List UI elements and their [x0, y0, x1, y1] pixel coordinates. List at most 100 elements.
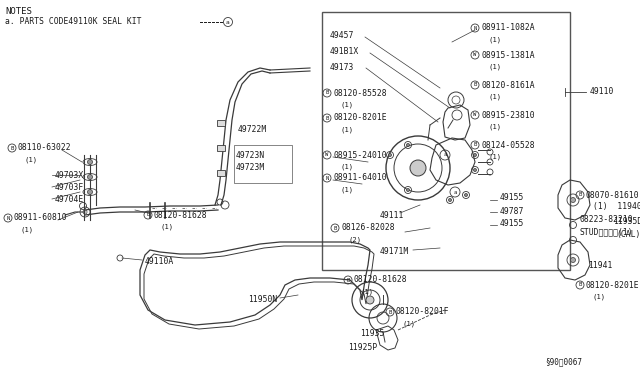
Text: a: a: [226, 19, 230, 25]
Circle shape: [388, 154, 392, 157]
Text: B: B: [325, 90, 328, 96]
Text: (1)  11940: (1) 11940: [593, 202, 640, 212]
Text: (1): (1): [488, 154, 501, 160]
Text: 49787: 49787: [500, 206, 524, 215]
Circle shape: [88, 160, 93, 164]
Text: 11941: 11941: [588, 260, 612, 269]
Text: (1): (1): [340, 187, 353, 193]
Text: 08120-85528: 08120-85528: [333, 89, 387, 97]
Text: 49457: 49457: [330, 32, 355, 41]
Text: 08911-60810: 08911-60810: [14, 214, 68, 222]
Text: (1): (1): [340, 164, 353, 170]
Bar: [234, 145, 292, 183]
Text: 08120-8201E: 08120-8201E: [333, 113, 387, 122]
Text: B: B: [474, 83, 477, 87]
Text: 11950N: 11950N: [248, 295, 277, 305]
Text: (1): (1): [593, 294, 606, 300]
Text: 08911-64010: 08911-64010: [333, 173, 387, 183]
Text: 49110: 49110: [590, 87, 614, 96]
Text: 08120-81628: 08120-81628: [354, 276, 408, 285]
Text: NOTES: NOTES: [5, 7, 32, 16]
Text: 08915-24010: 08915-24010: [333, 151, 387, 160]
Text: B: B: [10, 145, 13, 151]
Text: (1): (1): [488, 94, 501, 100]
Text: 08915-23810: 08915-23810: [481, 110, 534, 119]
Text: B: B: [579, 282, 582, 288]
Text: (1): (1): [21, 227, 34, 233]
Text: (1): (1): [403, 321, 416, 327]
Circle shape: [88, 174, 93, 180]
Circle shape: [406, 144, 410, 147]
Text: 49171M: 49171M: [380, 247, 409, 257]
Text: 08110-63022: 08110-63022: [18, 144, 72, 153]
Text: B: B: [147, 212, 150, 218]
Circle shape: [570, 198, 575, 202]
Text: 11935: 11935: [360, 328, 385, 337]
Text: 08223-82210: 08223-82210: [580, 215, 634, 224]
Text: (1): (1): [340, 102, 353, 108]
Text: B: B: [579, 192, 582, 198]
Bar: [217, 120, 225, 126]
Text: B: B: [346, 278, 349, 282]
Text: 49703X: 49703X: [55, 170, 84, 180]
Text: 49703F: 49703F: [55, 183, 84, 192]
Text: (2): (2): [348, 237, 361, 243]
Circle shape: [474, 169, 477, 171]
Text: 49173: 49173: [330, 64, 355, 73]
Text: 08120-8201F: 08120-8201F: [396, 308, 450, 317]
Text: W: W: [474, 52, 477, 58]
Text: N: N: [6, 215, 10, 221]
Bar: [217, 145, 225, 151]
Text: B: B: [474, 142, 477, 148]
Text: N: N: [325, 176, 328, 180]
Circle shape: [88, 189, 93, 195]
Text: (1): (1): [488, 37, 501, 43]
Circle shape: [406, 189, 410, 192]
Text: 11935D: 11935D: [613, 218, 640, 227]
Bar: [217, 170, 225, 176]
Text: W: W: [474, 112, 477, 118]
Circle shape: [449, 199, 451, 202]
Text: (1): (1): [340, 127, 353, 133]
Text: W: W: [325, 153, 328, 157]
Text: 08911-1082A: 08911-1082A: [481, 23, 534, 32]
Bar: [322, 12, 570, 270]
Text: 08915-1381A: 08915-1381A: [481, 51, 534, 60]
Circle shape: [410, 160, 426, 176]
Text: STUDスタック(1): STUDスタック(1): [580, 228, 634, 237]
Text: 49722M: 49722M: [238, 125, 268, 135]
Circle shape: [465, 193, 467, 196]
Text: 49155: 49155: [500, 193, 524, 202]
Circle shape: [570, 257, 575, 263]
Text: 491B1X: 491B1X: [330, 48, 359, 57]
Text: 08126-82028: 08126-82028: [341, 224, 395, 232]
Text: 08070-81610: 08070-81610: [586, 190, 639, 199]
Text: B: B: [325, 115, 328, 121]
Text: B: B: [333, 225, 337, 231]
Text: 49723M: 49723M: [236, 164, 265, 173]
Text: 08124-05528: 08124-05528: [481, 141, 534, 150]
Text: 49704E: 49704E: [55, 195, 84, 203]
Text: §90：0067: §90：0067: [545, 357, 582, 366]
Text: (CAL): (CAL): [616, 230, 640, 238]
Text: (1): (1): [488, 124, 501, 130]
Text: 11925P: 11925P: [348, 343, 377, 353]
Text: 08120-8201E: 08120-8201E: [586, 280, 639, 289]
Text: (1): (1): [361, 289, 374, 295]
Text: (1): (1): [488, 64, 501, 70]
Text: 49155: 49155: [500, 219, 524, 228]
Text: a. PARTS CODE49110K SEAL KIT: a. PARTS CODE49110K SEAL KIT: [5, 17, 141, 26]
Text: a: a: [453, 189, 456, 195]
Text: a: a: [444, 153, 447, 157]
Circle shape: [474, 154, 477, 157]
Text: B: B: [388, 310, 392, 314]
Text: 08120-8161A: 08120-8161A: [481, 80, 534, 90]
Text: 49723N: 49723N: [236, 151, 265, 160]
Circle shape: [366, 296, 374, 304]
Text: 49111: 49111: [380, 211, 404, 219]
Text: (1): (1): [161, 224, 174, 230]
Text: N: N: [474, 26, 477, 31]
Text: (1): (1): [25, 157, 38, 163]
Text: 08120-81628: 08120-81628: [154, 211, 207, 219]
Text: 49110A: 49110A: [145, 257, 174, 266]
